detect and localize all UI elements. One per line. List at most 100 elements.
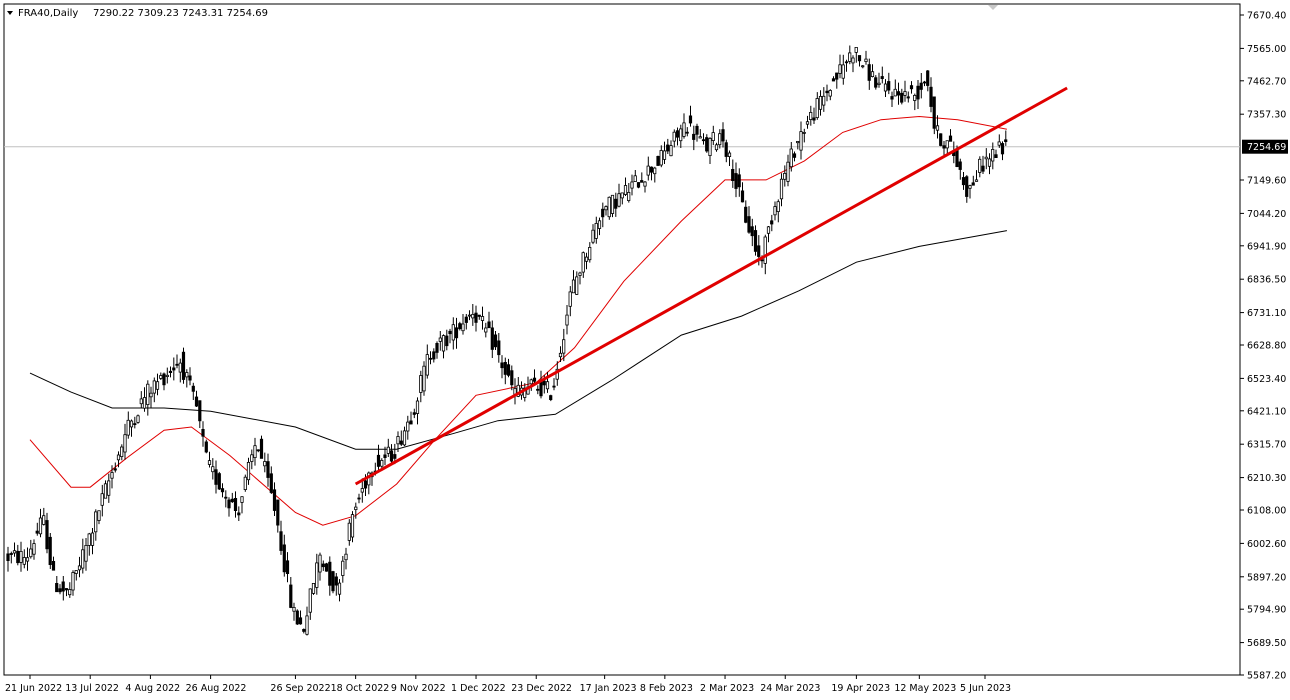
scroll-marker-icon[interactable] (988, 5, 998, 10)
dropdown-triangle-icon[interactable] (7, 11, 13, 15)
candle (263, 452, 267, 473)
candle-body (19, 551, 23, 563)
candle (250, 449, 254, 470)
candle (848, 45, 852, 65)
candle-body (94, 511, 98, 533)
y-tick-label: 5689.50 (1247, 638, 1286, 649)
candle-body (682, 122, 686, 137)
candle-body (877, 82, 881, 85)
candle (724, 139, 728, 163)
candle-body (500, 362, 504, 369)
candle (734, 162, 738, 198)
y-tick-label: 7670.40 (1247, 11, 1286, 22)
candle (383, 446, 387, 466)
x-tick-label: 12 May 2023 (894, 683, 956, 694)
candle-body (269, 473, 273, 493)
x-tick-label: 23 Dec 2022 (511, 683, 572, 694)
y-tick-label: 5794.90 (1247, 605, 1286, 616)
candle-body (311, 583, 316, 594)
candle-body (643, 181, 647, 187)
candle-body (792, 153, 797, 158)
ohlc-values: 7290.22 7309.23 7243.31 7254.69 (93, 8, 268, 19)
candle (841, 54, 845, 85)
candle-body (380, 459, 384, 467)
candle-body (812, 117, 816, 121)
candle-body (58, 588, 62, 593)
candle (451, 317, 455, 350)
candle-body (591, 229, 595, 243)
candle (448, 328, 452, 344)
time-axis[interactable]: 21 Jun 2022 13 Jul 2022 4 Aug 2022 26 Aug 2… (5, 675, 1011, 694)
candle (211, 458, 215, 480)
trendline[interactable] (354, 86, 1068, 486)
candle-body (77, 565, 82, 571)
candle-body (256, 449, 260, 452)
candle-body (422, 365, 426, 392)
candle-body (799, 131, 803, 151)
candle (922, 80, 927, 87)
candle (45, 512, 49, 554)
candle-body (701, 139, 706, 142)
candle-body (383, 454, 387, 458)
candle (149, 386, 153, 408)
candle (181, 347, 186, 384)
candle-body (438, 337, 442, 342)
candle-body (809, 112, 813, 121)
candle (51, 556, 56, 571)
candle (461, 314, 465, 335)
candle (1000, 141, 1005, 161)
candle (185, 369, 189, 388)
candle-body (636, 182, 641, 188)
candle-body (194, 396, 199, 407)
candle (159, 372, 163, 380)
candle-body (292, 607, 296, 612)
candle (766, 226, 771, 243)
candle-body (227, 499, 231, 509)
candle-body (409, 420, 413, 425)
candle (623, 177, 628, 196)
candle (692, 125, 696, 151)
candle (136, 414, 140, 424)
candle-body (874, 77, 878, 88)
candle-body (649, 166, 654, 173)
candle-body (480, 316, 485, 321)
candle-body (565, 314, 569, 326)
candle (321, 560, 325, 571)
candle (259, 435, 264, 459)
candle (809, 105, 813, 126)
candle (965, 175, 969, 203)
candle-body (35, 530, 39, 534)
candle-body (32, 543, 36, 555)
candle-body (581, 252, 585, 273)
candle-body (828, 90, 832, 97)
candle (246, 457, 251, 485)
candle (204, 439, 208, 454)
current-price-badge (1242, 139, 1288, 154)
candle (230, 492, 234, 503)
y-tick-label: 7565.00 (1247, 44, 1286, 55)
candle-body (253, 445, 257, 459)
candle-body (692, 133, 696, 140)
candle-body (328, 561, 332, 586)
price-axis[interactable]: 7670.40 7565.00 7462.70 7357.30 7149.60 7044.… (1240, 11, 1286, 682)
candle (302, 628, 306, 634)
candle (968, 184, 972, 199)
candle-body (1000, 143, 1005, 155)
candle-body (552, 385, 556, 388)
candle-body (129, 420, 134, 428)
candle-body (987, 158, 992, 167)
candle-body (695, 125, 699, 135)
y-tick-label: 6002.60 (1247, 539, 1286, 550)
trendline-layer[interactable] (354, 86, 1068, 486)
candle (887, 72, 891, 95)
candle (740, 182, 745, 203)
candle (961, 172, 966, 190)
candle (253, 437, 257, 466)
candle-body (870, 71, 875, 77)
candle (224, 490, 228, 508)
candle (510, 365, 514, 391)
candle-body (883, 83, 888, 92)
candle (708, 137, 712, 164)
